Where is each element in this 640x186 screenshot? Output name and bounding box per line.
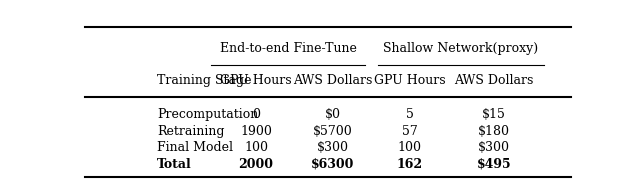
Text: $495: $495 [477, 158, 511, 171]
Text: 100: 100 [244, 141, 268, 154]
Text: $300: $300 [478, 141, 510, 154]
Text: 1900: 1900 [240, 125, 272, 138]
Text: AWS Dollars: AWS Dollars [454, 74, 534, 87]
Text: 57: 57 [402, 125, 418, 138]
Text: 100: 100 [398, 141, 422, 154]
Text: Training Stage: Training Stage [157, 74, 252, 87]
Text: 5: 5 [406, 108, 414, 121]
Text: GPU Hours: GPU Hours [220, 74, 292, 87]
Text: $15: $15 [482, 108, 506, 121]
Text: $0: $0 [325, 108, 341, 121]
Text: $180: $180 [478, 125, 510, 138]
Text: Final Model: Final Model [157, 141, 233, 154]
Text: GPU Hours: GPU Hours [374, 74, 445, 87]
Text: 2000: 2000 [239, 158, 273, 171]
Text: Precomputation: Precomputation [157, 108, 258, 121]
Text: $5700: $5700 [313, 125, 353, 138]
Text: 0: 0 [252, 108, 260, 121]
Text: 162: 162 [397, 158, 423, 171]
Text: Total: Total [157, 158, 191, 171]
Text: $300: $300 [317, 141, 349, 154]
Text: Shallow Network(proxy): Shallow Network(proxy) [383, 42, 538, 55]
Text: End-to-end Fine-Tune: End-to-end Fine-Tune [220, 42, 356, 55]
Text: AWS Dollars: AWS Dollars [293, 74, 372, 87]
Text: $6300: $6300 [311, 158, 355, 171]
Text: Retraining: Retraining [157, 125, 225, 138]
